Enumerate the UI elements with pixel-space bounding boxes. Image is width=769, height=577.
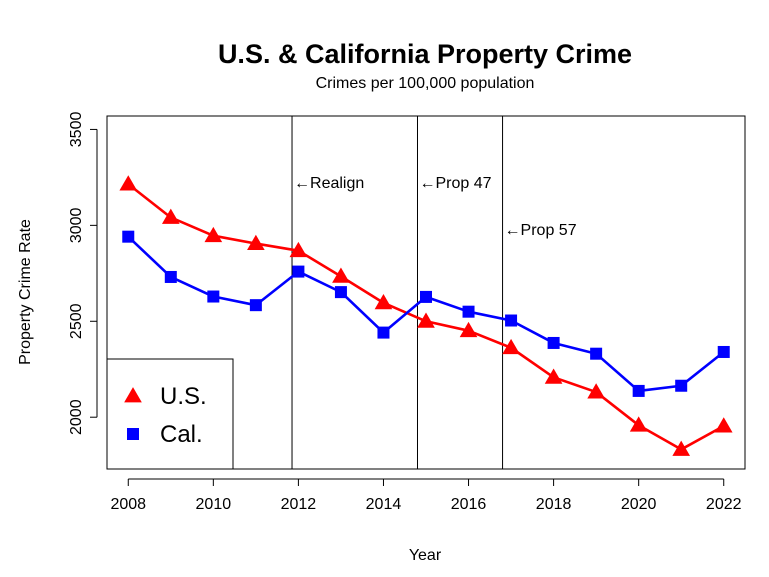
data-point-triangle — [714, 417, 733, 433]
data-point-triangle — [119, 175, 138, 191]
legend-label: Cal. — [160, 421, 203, 448]
data-point-square — [249, 299, 262, 312]
chart-subtitle: Crimes per 100,000 population — [316, 75, 535, 92]
data-point-triangle — [459, 321, 478, 338]
data-point-square — [292, 265, 305, 278]
data-point-square — [590, 347, 603, 360]
legend-marker-triangle — [124, 387, 142, 403]
x-tick-label: 2016 — [451, 496, 487, 513]
data-point-triangle — [204, 226, 223, 243]
x-tick-label: 2010 — [196, 496, 232, 513]
y-tick-label: 2500 — [68, 303, 85, 339]
y-tick-label: 3500 — [68, 112, 85, 148]
data-point-square — [334, 286, 347, 299]
x-tick-label: 2018 — [536, 496, 572, 513]
data-point-square — [547, 336, 560, 349]
x-tick-label: 2020 — [621, 496, 657, 513]
y-axis-label: Property Crime Rate — [17, 219, 34, 365]
data-point-triangle — [629, 416, 648, 432]
data-point-triangle — [587, 383, 605, 399]
annotation-label: ←Realign — [294, 175, 364, 192]
data-point-square — [377, 326, 390, 339]
chart-title: U.S. & California Property Crime — [218, 39, 632, 69]
data-point-square — [632, 384, 645, 397]
data-point-triangle — [544, 368, 563, 384]
x-tick-label: 2022 — [706, 496, 742, 513]
legend-label: U.S. — [160, 383, 207, 410]
data-point-square — [717, 345, 730, 358]
data-point-square — [207, 290, 220, 303]
data-point-square — [505, 314, 518, 327]
x-axis-label: Year — [409, 547, 442, 564]
data-point-triangle — [374, 294, 393, 310]
x-tick-label: 2012 — [281, 496, 317, 513]
data-point-triangle — [502, 338, 520, 355]
legend: U.S. Cal. — [106, 358, 234, 470]
data-point-square — [675, 379, 688, 392]
data-point-triangle — [247, 234, 265, 250]
legend-marker-square — [127, 428, 139, 440]
annotation-label: ←Prop 47 — [419, 175, 491, 192]
x-tick-label: 2014 — [366, 496, 402, 513]
data-point-square — [462, 305, 475, 318]
data-point-triangle — [672, 440, 691, 456]
data-point-triangle — [332, 267, 350, 283]
y-tick-label: 2000 — [68, 399, 85, 435]
data-point-square — [420, 290, 432, 303]
data-point-triangle — [161, 208, 180, 224]
data-point-triangle — [289, 241, 308, 258]
plot-area: 2008 2010 2012 2014 2016 2018 2020 2022 2000 2500… — [68, 112, 746, 513]
x-tick-label: 2008 — [110, 496, 146, 513]
legend-box — [106, 358, 234, 470]
data-point-square — [164, 270, 177, 283]
plot-frame — [106, 115, 746, 470]
data-point-triangle — [417, 312, 435, 328]
y-tick-label: 3000 — [68, 207, 85, 243]
data-point-square — [122, 230, 135, 243]
annotation-label: ←Prop 57 — [505, 222, 577, 239]
